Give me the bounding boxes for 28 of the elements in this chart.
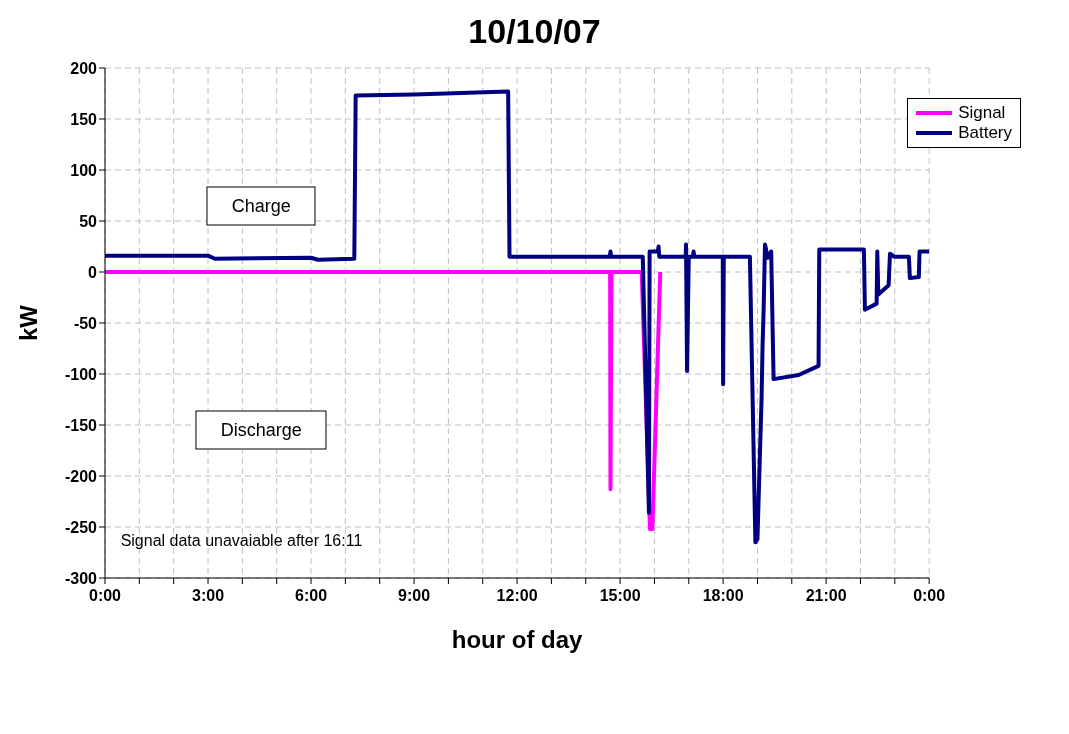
y-tick-label: -300	[64, 569, 98, 587]
y-tick-label: -200	[64, 467, 98, 485]
annotation: Charge	[206, 186, 316, 226]
y-tick-label: -50	[73, 314, 98, 332]
x-tick-label: 6:00	[295, 587, 328, 605]
annotation: Discharge	[195, 410, 327, 450]
legend-label: Battery	[958, 123, 1012, 143]
x-axis-title: hour of day	[451, 626, 584, 653]
annotation: Signal data unavaiable after 16:11	[120, 532, 363, 551]
y-axis-title: kW	[14, 304, 42, 341]
x-tick-label: 9:00	[398, 587, 431, 605]
y-tick-label: 150	[70, 110, 98, 128]
y-tick-label: -100	[64, 365, 98, 383]
x-tick-label: 15:00	[599, 587, 641, 605]
x-tick-label: 3:00	[192, 587, 225, 605]
x-tick-label: 21:00	[805, 587, 847, 605]
y-tick-label: -250	[64, 518, 98, 536]
chart-title: 10/10/07	[467, 11, 602, 52]
x-tick-label: 0:00	[913, 587, 946, 605]
y-tick-label: 100	[70, 161, 98, 179]
y-tick-label: -150	[64, 416, 98, 434]
y-tick-label: 200	[70, 59, 98, 77]
y-tick-label: 0	[88, 263, 98, 281]
x-tick-label: 18:00	[702, 587, 744, 605]
x-tick-label: 0:00	[88, 587, 122, 605]
legend-label: Signal	[958, 103, 1006, 123]
x-tick-label: 12:00	[496, 587, 538, 605]
y-tick-label: 50	[79, 212, 98, 230]
